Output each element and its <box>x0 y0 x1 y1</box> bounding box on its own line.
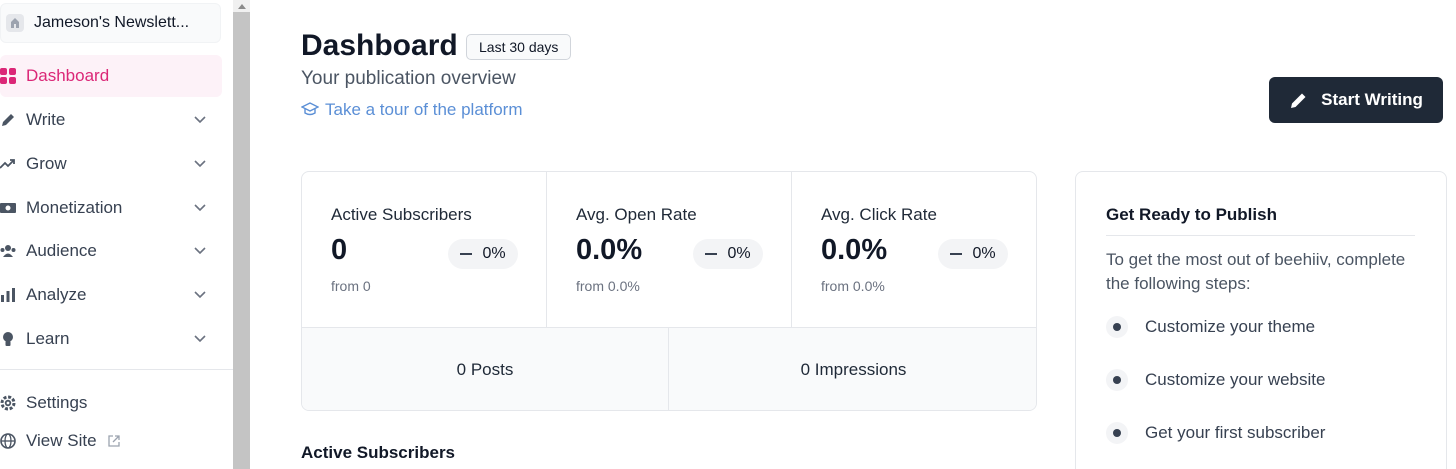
chevron-down-icon[interactable] <box>188 154 212 174</box>
stat-value: 0 <box>331 234 348 266</box>
lightbulb-icon <box>0 329 18 349</box>
step-customize-website[interactable]: Customize your website <box>1106 367 1325 393</box>
sidebar-item-audience[interactable]: Audience <box>0 230 222 272</box>
stat-from: from 0.0% <box>576 278 640 294</box>
trending-up-icon <box>0 154 18 174</box>
page-title: Dashboard <box>301 29 458 62</box>
external-link-icon <box>107 434 121 448</box>
sidebar-item-label: Grow <box>26 154 67 173</box>
banknote-icon <box>0 198 18 218</box>
globe-icon <box>0 431 18 451</box>
step-dot-icon <box>1106 316 1128 338</box>
sidebar-item-label: Monetization <box>26 198 123 217</box>
stat-change-badge: 0% <box>693 239 763 269</box>
sidebar-item-settings[interactable]: Settings <box>0 382 222 424</box>
stat-label: Avg. Click Rate <box>821 205 937 224</box>
minus-icon <box>950 253 963 255</box>
step-dot-icon <box>1106 422 1128 444</box>
tour-link[interactable]: Take a tour of the platform <box>301 100 523 120</box>
sidebar-item-analyze[interactable]: Analyze <box>0 274 222 316</box>
stat-label: Avg. Open Rate <box>576 205 697 224</box>
sidebar-item-label: Settings <box>26 393 88 412</box>
sidebar-item-label: Audience <box>26 241 97 260</box>
step-dot-icon <box>1106 369 1128 391</box>
sidebar-item-monetization[interactable]: Monetization <box>0 187 222 229</box>
sidebar-item-learn[interactable]: Learn <box>0 318 222 360</box>
minus-icon <box>460 253 473 255</box>
sidebar-item-label: Analyze <box>26 285 87 304</box>
step-label: Customize your theme <box>1145 317 1316 336</box>
users-icon <box>0 241 18 261</box>
sidebar-item-label: Write <box>26 110 66 129</box>
stat-change-badge: 0% <box>448 239 518 269</box>
chevron-down-icon[interactable] <box>188 110 212 130</box>
totals-row: 0 Posts 0 Impressions <box>302 327 1036 410</box>
publication-switcher[interactable]: Jameson's Newslett... <box>0 3 221 43</box>
tour-link-label: Take a tour of the platform <box>325 100 523 119</box>
sidebar: Jameson's Newslett... Dashboard Write Gr… <box>0 0 233 469</box>
step-first-subscriber[interactable]: Get your first subscriber <box>1106 420 1325 446</box>
stat-value: 0.0% <box>576 234 643 266</box>
sidebar-item-label: Dashboard <box>26 66 110 85</box>
stat-change-badge: 0% <box>938 239 1008 269</box>
step-label: Get your first subscriber <box>1145 423 1326 442</box>
sidebar-item-label: View Site <box>26 431 97 450</box>
impressions-count: 0 Impressions <box>800 360 907 379</box>
gear-icon <box>0 393 18 413</box>
start-writing-label: Start Writing <box>1321 90 1423 109</box>
sidebar-item-grow[interactable]: Grow <box>0 143 222 185</box>
graduation-cap-icon <box>301 102 319 118</box>
page-subtitle: Your publication overview <box>301 68 516 89</box>
step-label: Customize your website <box>1145 370 1326 389</box>
chevron-down-icon[interactable] <box>188 241 212 261</box>
sidebar-item-dashboard[interactable]: Dashboard <box>0 55 222 97</box>
stat-from: from 0.0% <box>821 278 885 294</box>
pencil-icon <box>0 110 18 130</box>
get-ready-card: Get Ready to Publish To get the most out… <box>1075 171 1447 469</box>
start-writing-button[interactable]: Start Writing <box>1269 77 1443 123</box>
grid-icon <box>0 66 18 86</box>
stat-active-subscribers: Active Subscribers 0 0% from 0 <box>302 172 547 327</box>
minus-icon <box>705 253 718 255</box>
card-divider <box>1106 235 1415 236</box>
get-ready-description: To get the most out of beehiiv, complete… <box>1106 250 1406 293</box>
get-ready-title: Get Ready to Publish <box>1106 205 1277 224</box>
bar-chart-icon <box>0 285 18 305</box>
date-range-badge[interactable]: Last 30 days <box>466 34 572 60</box>
sidebar-item-label: Learn <box>26 329 70 348</box>
chevron-down-icon[interactable] <box>188 198 212 218</box>
sidebar-divider <box>0 369 233 370</box>
stat-from: from 0 <box>331 278 371 294</box>
publication-name: Jameson's Newslett... <box>34 14 190 31</box>
stat-label: Active Subscribers <box>331 205 472 224</box>
stats-card: Active Subscribers 0 0% from 0 Avg. Open… <box>301 171 1037 411</box>
chevron-down-icon[interactable] <box>188 329 212 349</box>
sidebar-item-view-site[interactable]: View Site <box>0 420 222 462</box>
sidebar-scrollbar[interactable] <box>233 0 250 469</box>
publication-icon <box>6 14 24 32</box>
pencil-icon <box>1289 90 1309 110</box>
scroll-up-arrow-icon[interactable] <box>233 0 250 12</box>
stat-value: 0.0% <box>821 234 888 266</box>
active-subscribers-section-title: Active Subscribers <box>301 443 456 462</box>
step-customize-theme[interactable]: Customize your theme <box>1106 314 1315 340</box>
stat-avg-click-rate: Avg. Click Rate 0.0% 0% from 0.0% <box>792 172 1036 327</box>
stat-avg-open-rate: Avg. Open Rate 0.0% 0% from 0.0% <box>547 172 792 327</box>
sidebar-item-write[interactable]: Write <box>0 99 222 141</box>
chevron-down-icon[interactable] <box>188 285 212 305</box>
posts-count: 0 Posts <box>302 328 669 410</box>
